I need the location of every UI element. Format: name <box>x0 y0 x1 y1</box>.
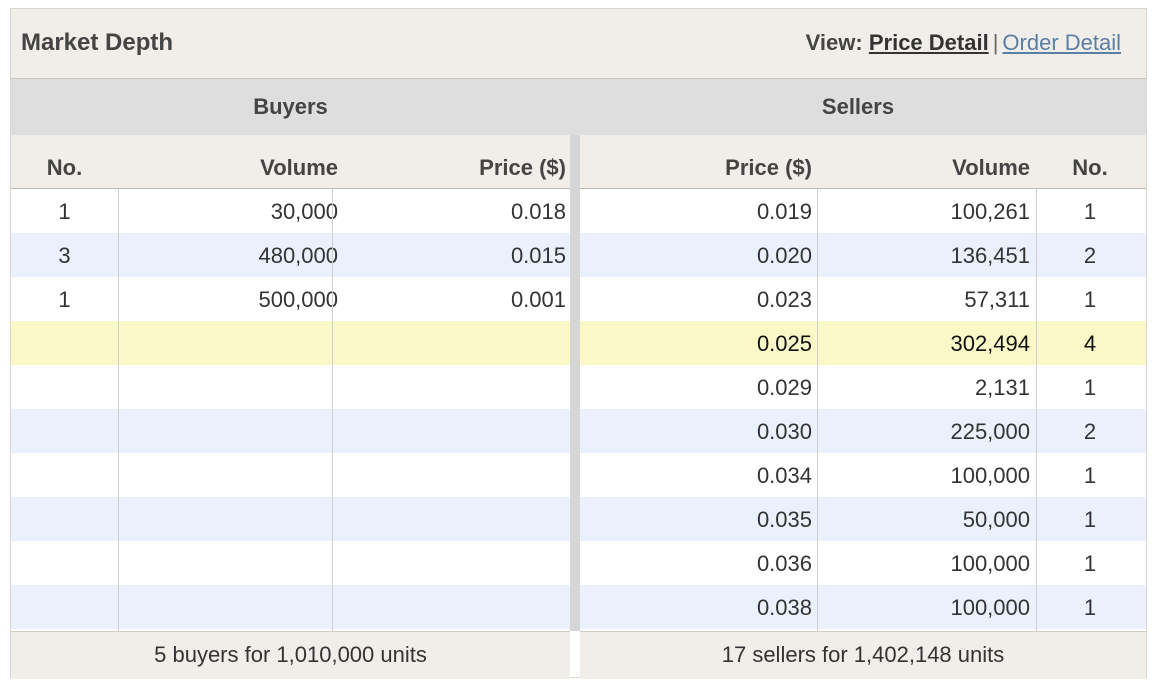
sellers-price-cell: 0.029 <box>756 375 812 400</box>
sellers-volume-cell: 136,451 <box>950 243 1030 268</box>
buyers-row <box>11 365 570 409</box>
market-depth-panel: Market Depth View: Price Detail | Order De… <box>10 8 1147 679</box>
buyers-row <box>11 453 570 497</box>
sellers-price-cell: 0.035 <box>756 507 812 532</box>
buyers-row: 1 500,000 0.001 <box>11 277 570 321</box>
sellers-volume-cell: 100,261 <box>950 199 1030 224</box>
sellers-no-header: No. <box>1072 155 1108 180</box>
price-detail-link[interactable]: Price Detail <box>868 30 989 55</box>
buyers-column-header: No. Volume Price ($) <box>11 135 570 189</box>
sellers-no-cell: 1 <box>1083 287 1097 312</box>
sellers-volume-cell: 57,311 <box>964 287 1030 312</box>
buyers-no-header: No. <box>46 155 83 180</box>
buyers-row <box>11 585 570 629</box>
sellers-row: 0.023 57,311 1 <box>580 277 1146 321</box>
buyers-price-header: Price ($) <box>479 155 566 180</box>
sellers-no-cell: 4 <box>1083 331 1097 356</box>
buyers-col-line <box>118 189 119 631</box>
buyers-col-line <box>332 189 333 631</box>
buyers-price-cell: 0.015 <box>510 243 566 268</box>
sellers-price-cell: 0.030 <box>756 419 812 444</box>
sellers-volume-cell: 100,000 <box>950 595 1030 620</box>
sellers-no-cell: 1 <box>1083 507 1097 532</box>
buyers-volume-cell: 500,000 <box>258 287 338 312</box>
sellers-price-cell: 0.034 <box>756 463 812 488</box>
buyers-row <box>11 409 570 453</box>
sellers-row: 0.036 100,000 1 <box>580 541 1146 585</box>
sellers-no-cell: 1 <box>1083 595 1097 620</box>
sellers-row: 0.038 100,000 1 <box>580 585 1146 629</box>
panel-title: Market Depth <box>21 29 174 56</box>
sellers-no-cell: 1 <box>1083 551 1097 576</box>
sellers-no-cell: 2 <box>1083 243 1097 268</box>
sellers-row: 0.025 302,494 4 <box>580 321 1146 365</box>
view-label: View: <box>805 30 863 55</box>
sellers-price-cell: 0.038 <box>756 595 812 620</box>
sellers-row: 0.030 225,000 2 <box>580 409 1146 453</box>
buyers-no-cell: 3 <box>58 243 71 268</box>
sellers-section: Sellers Price ($) Volume No. 0.019 100,26… <box>570 79 1146 679</box>
buyers-price-cell: 0.018 <box>510 199 566 224</box>
sellers-table-body: 0.019 100,261 1 0.020 136,451 2 0.023 57,311 1 0.… <box>580 189 1146 631</box>
buyers-no-cell: 1 <box>58 199 71 224</box>
sellers-volume-cell: 225,000 <box>950 419 1030 444</box>
buyers-summary: 5 buyers for 1,010,000 units <box>11 631 570 679</box>
buyers-heading: Buyers <box>11 79 570 135</box>
buyers-price-cell: 0.001 <box>510 287 566 312</box>
buyers-row <box>11 497 570 541</box>
buyers-row <box>11 541 570 585</box>
panel-header: Market Depth View: Price Detail | Order De… <box>11 9 1146 79</box>
sellers-price-cell: 0.036 <box>756 551 812 576</box>
buyers-no-cell: 1 <box>58 287 71 312</box>
sellers-row: 0.020 136,451 2 <box>580 233 1146 277</box>
sellers-col-line <box>1036 189 1037 631</box>
sellers-column-header: Price ($) Volume No. <box>580 135 1146 189</box>
column-divider <box>570 135 580 631</box>
sellers-row: 0.034 100,000 1 <box>580 453 1146 497</box>
sellers-volume-header: Volume <box>952 155 1030 180</box>
sellers-heading: Sellers <box>570 79 1146 135</box>
sellers-row: 0.029 2,131 1 <box>580 365 1146 409</box>
buyers-volume-header: Volume <box>260 155 338 180</box>
buyers-row: 1 30,000 0.018 <box>11 189 570 233</box>
sellers-no-cell: 1 <box>1083 463 1097 488</box>
view-separator: | <box>992 30 999 55</box>
sellers-no-cell: 1 <box>1083 375 1097 400</box>
sellers-col-line <box>817 189 818 631</box>
sellers-row: 0.035 50,000 1 <box>580 497 1146 541</box>
sellers-volume-cell: 50,000 <box>962 507 1030 532</box>
buyers-volume-cell: 480,000 <box>258 243 338 268</box>
sellers-no-cell: 1 <box>1083 199 1097 224</box>
sellers-price-cell: 0.023 <box>756 287 812 312</box>
sellers-volume-cell: 100,000 <box>950 463 1030 488</box>
buyers-row: 3 480,000 0.015 <box>11 233 570 277</box>
sellers-no-cell: 2 <box>1083 419 1097 444</box>
sellers-price-header: Price ($) <box>725 155 812 180</box>
sellers-price-cell: 0.020 <box>756 243 812 268</box>
buyers-section: Buyers No. Volume Price ($) 1 30,000 0.018… <box>11 79 570 679</box>
sellers-volume-cell: 2,131 <box>974 375 1030 400</box>
sellers-row: 0.019 100,261 1 <box>580 189 1146 233</box>
buyers-volume-cell: 30,000 <box>270 199 338 224</box>
sellers-volume-cell: 302,494 <box>950 331 1030 356</box>
buyers-table-body: 1 30,000 0.018 3 480,000 0.015 1 500,000 0.001 <box>11 189 570 631</box>
order-detail-link[interactable]: Order Detail <box>1002 30 1121 55</box>
sellers-price-cell: 0.019 <box>756 199 812 224</box>
sellers-volume-cell: 100,000 <box>950 551 1030 576</box>
sellers-price-cell: 0.025 <box>756 331 812 356</box>
sellers-summary: 17 sellers for 1,402,148 units <box>580 631 1146 679</box>
buyers-row <box>11 321 570 365</box>
view-switcher: View: Price Detail | Order Detail <box>806 30 1121 56</box>
